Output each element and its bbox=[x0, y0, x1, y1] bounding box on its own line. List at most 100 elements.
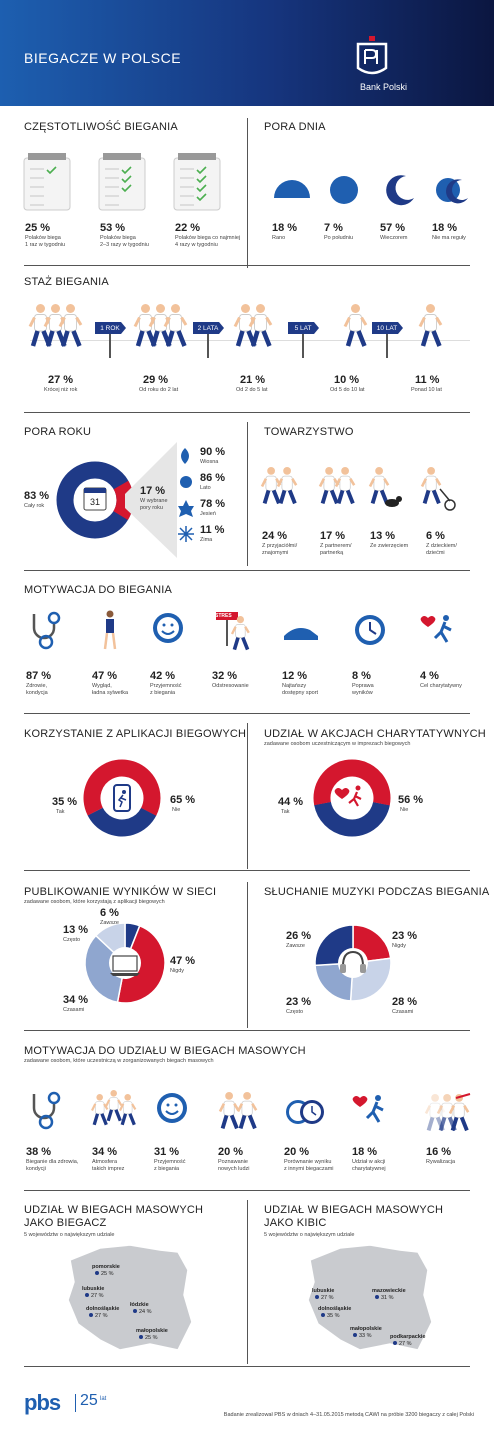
mus-item-label: Czasami bbox=[392, 1009, 414, 1015]
mapa2-region-value: 31 % bbox=[375, 1295, 394, 1301]
pbs-logo: pbs bbox=[24, 1390, 61, 1415]
checklist-icon bbox=[23, 153, 71, 211]
pub-item-label: Często bbox=[63, 937, 81, 943]
staz-sign-label: 1 ROK bbox=[100, 325, 120, 332]
mapa2-region-name: mazowieckie bbox=[372, 1288, 406, 1294]
season-label: Jesień bbox=[200, 511, 216, 517]
char-no-label: Nie bbox=[400, 807, 409, 813]
heart-icon bbox=[334, 788, 350, 799]
pora-item-label: Rano bbox=[272, 235, 286, 241]
divider bbox=[24, 265, 470, 266]
mas-item-label: Przyjemność z biegania bbox=[154, 1159, 186, 1172]
pora-item-pct: 18 % bbox=[272, 222, 298, 234]
pora-item-label: Wieczorem bbox=[380, 235, 408, 241]
mas-item-label: Atmosfera takich imprez bbox=[92, 1159, 125, 1172]
mot-item-label: Zdrowie, kondycja bbox=[26, 683, 48, 696]
tow-item-pct: 17 % bbox=[320, 530, 346, 542]
brand-name: Bank Polski bbox=[360, 82, 408, 92]
apps-donut-chart bbox=[83, 759, 161, 837]
checklist-icon bbox=[173, 153, 221, 211]
mapa1-region-name: pomorskie bbox=[92, 1264, 120, 1270]
char-yes-label: Tak bbox=[281, 809, 290, 815]
mot-item-pct: 12 % bbox=[282, 670, 308, 682]
sign-icon bbox=[193, 322, 224, 358]
pora-item-label: Po południu bbox=[324, 235, 354, 241]
runners-icon bbox=[133, 304, 188, 347]
calendar-day: 31 bbox=[90, 497, 100, 507]
season-label: Zima bbox=[200, 537, 213, 543]
apps-yes-label: Tak bbox=[56, 809, 65, 815]
mas-item-pct: 38 % bbox=[26, 1146, 52, 1158]
runner-icon bbox=[355, 785, 361, 791]
season-icon-0 bbox=[181, 448, 189, 464]
runners-icon bbox=[233, 304, 273, 347]
logo-divider bbox=[75, 1394, 76, 1412]
pko-logo-icon bbox=[356, 36, 388, 75]
season-pct: 90 % bbox=[200, 446, 226, 458]
staz-item-pct: 29 % bbox=[143, 374, 169, 386]
divider bbox=[24, 1366, 470, 1367]
pub-item-label: Zawsze bbox=[100, 920, 119, 926]
mas-item-label: Rywalizacja bbox=[426, 1159, 456, 1165]
mas-title: MOTYWACJA DO UDZIAŁU W BIEGACH MASOWYCH bbox=[24, 1045, 306, 1057]
pub-pie-chart bbox=[84, 922, 166, 1004]
pora-icon-0 bbox=[274, 180, 310, 198]
mapa1-region-name: łódzkie bbox=[130, 1302, 149, 1308]
freq-item-label: Polaków biega co najmniej 4 razy w tygodn… bbox=[175, 235, 241, 248]
divider bbox=[247, 118, 248, 268]
apps-no-label: Nie bbox=[172, 807, 181, 813]
tow-title: TOWARZYSTWO bbox=[264, 426, 354, 438]
mot-item-label: Poprawa wyników bbox=[352, 683, 374, 696]
mas-item-pct: 20 % bbox=[218, 1146, 244, 1158]
apps-slice-no bbox=[83, 759, 161, 837]
staz-item-label: Od roku do 2 lat bbox=[139, 387, 179, 393]
headphones-icon bbox=[342, 950, 364, 967]
mas-item-pct: 31 % bbox=[154, 1146, 180, 1158]
mapa2-region-value: 27 % bbox=[393, 1341, 412, 1347]
motivation-icon-5 bbox=[355, 615, 385, 645]
map2-poland bbox=[307, 1244, 433, 1351]
mot-item-pct: 42 % bbox=[150, 670, 176, 682]
rok-selected-label: W wybrane pory roku bbox=[140, 498, 168, 511]
staz-item-pct: 10 % bbox=[334, 374, 360, 386]
season-label: Wiosna bbox=[200, 459, 219, 465]
mapa2-region-name: małopolskie bbox=[350, 1326, 382, 1332]
mas-item-pct: 18 % bbox=[352, 1146, 378, 1158]
pora-item-label: Nie ma reguły bbox=[432, 235, 466, 241]
season-icon-2 bbox=[178, 500, 194, 517]
page-title: BIEGACZE W POLSCE bbox=[24, 50, 182, 66]
mass-icon-5 bbox=[352, 1095, 384, 1123]
freq-item-pct: 53 % bbox=[100, 222, 126, 234]
mas-item-label: Porównanie wyniku z innymi biegaczami bbox=[284, 1159, 334, 1172]
region-dot-icon bbox=[321, 1313, 325, 1317]
mass-icon-3 bbox=[218, 1092, 258, 1130]
mot-item-label: Odstresowanie bbox=[212, 683, 249, 689]
mas-subtitle: zadawane osobom, które uczestniczą w zor… bbox=[24, 1058, 214, 1064]
mus-item-pct: 23 % bbox=[392, 930, 418, 942]
mas-item-pct: 34 % bbox=[92, 1146, 118, 1158]
staz-sign-label: 10 LAT bbox=[376, 325, 398, 332]
runners-icon bbox=[28, 304, 83, 347]
season-pct: 78 % bbox=[200, 498, 226, 510]
mass-icon-0 bbox=[32, 1091, 61, 1130]
mus-item-label: Często bbox=[286, 1009, 304, 1015]
map1-poland bbox=[67, 1244, 193, 1351]
map1-title: UDZIAŁ W BIEGACH MASOWYCH JAKO BIEGACZ bbox=[24, 1204, 204, 1229]
mot-item-label: Wygląd, ładna sylwetka bbox=[92, 683, 129, 696]
mapa2-region-name: lubuskie bbox=[312, 1288, 335, 1294]
company-icon bbox=[318, 467, 356, 505]
rok-all-label: Cały rok bbox=[24, 503, 45, 509]
freq-item-pct: 22 % bbox=[175, 222, 201, 234]
pora-item-pct: 57 % bbox=[380, 222, 406, 234]
mot-item-pct: 47 % bbox=[92, 670, 118, 682]
mot-item-pct: 87 % bbox=[26, 670, 52, 682]
pub-item-label: Nigdy bbox=[170, 968, 185, 974]
region-dot-icon bbox=[353, 1333, 357, 1337]
mapa1-region-value: 27 % bbox=[89, 1313, 108, 1319]
mapa2-region-value: 35 % bbox=[321, 1313, 340, 1319]
pub-subtitle: zadawane osobom, które korzystają z apli… bbox=[24, 899, 165, 905]
divider bbox=[24, 713, 470, 714]
char-donut-chart bbox=[313, 759, 391, 837]
divider bbox=[247, 723, 248, 869]
mapa1-region-value: 27 % bbox=[85, 1293, 104, 1299]
